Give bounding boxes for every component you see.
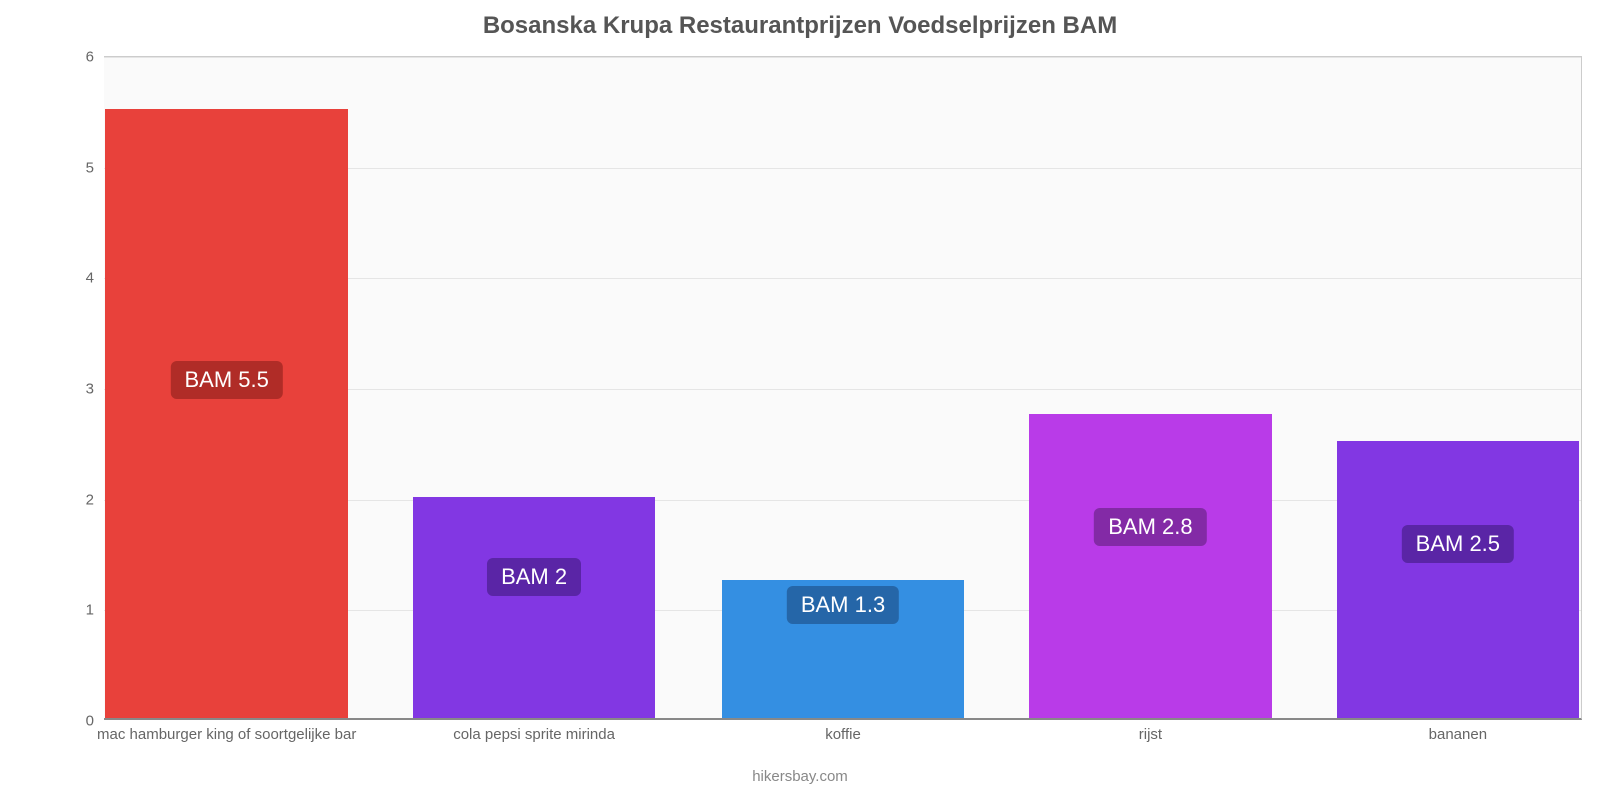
bar xyxy=(413,497,655,718)
bar xyxy=(1337,441,1579,718)
y-tick-label: 2 xyxy=(86,491,104,508)
bar-value-badge: BAM 2.5 xyxy=(1402,525,1514,563)
y-tick-label: 1 xyxy=(86,602,104,619)
y-tick-label: 5 xyxy=(86,159,104,176)
bar xyxy=(1029,414,1271,718)
bar-value-badge: BAM 1.3 xyxy=(787,586,899,624)
bar xyxy=(105,109,347,718)
chart-title: Bosanska Krupa Restaurantprijzen Voedsel… xyxy=(0,12,1600,40)
y-tick-label: 3 xyxy=(86,381,104,398)
grid-line xyxy=(104,57,1581,58)
x-category-label: mac hamburger king of soortgelijke bar xyxy=(97,718,356,743)
y-tick-label: 6 xyxy=(86,49,104,66)
x-category-label: cola pepsi sprite mirinda xyxy=(453,718,615,743)
bar-value-text: BAM 2 xyxy=(487,558,581,596)
bar-value-text: BAM 2.5 xyxy=(1402,525,1514,563)
price-bar-chart: Bosanska Krupa Restaurantprijzen Voedsel… xyxy=(0,0,1600,800)
x-category-label: koffie xyxy=(825,718,861,743)
y-tick-label: 4 xyxy=(86,270,104,287)
x-category-label: bananen xyxy=(1429,718,1487,743)
chart-footer: hikersbay.com xyxy=(0,768,1600,785)
bar-value-text: BAM 1.3 xyxy=(787,586,899,624)
bar-value-badge: BAM 5.5 xyxy=(170,361,282,399)
bar-value-text: BAM 5.5 xyxy=(170,361,282,399)
x-category-label: rijst xyxy=(1139,718,1162,743)
bar-value-text: BAM 2.8 xyxy=(1094,508,1206,546)
bar-value-badge: BAM 2 xyxy=(487,558,581,596)
plot-area: 0123456BAM 5.5mac hamburger king of soor… xyxy=(104,56,1582,720)
bar-value-badge: BAM 2.8 xyxy=(1094,508,1206,546)
